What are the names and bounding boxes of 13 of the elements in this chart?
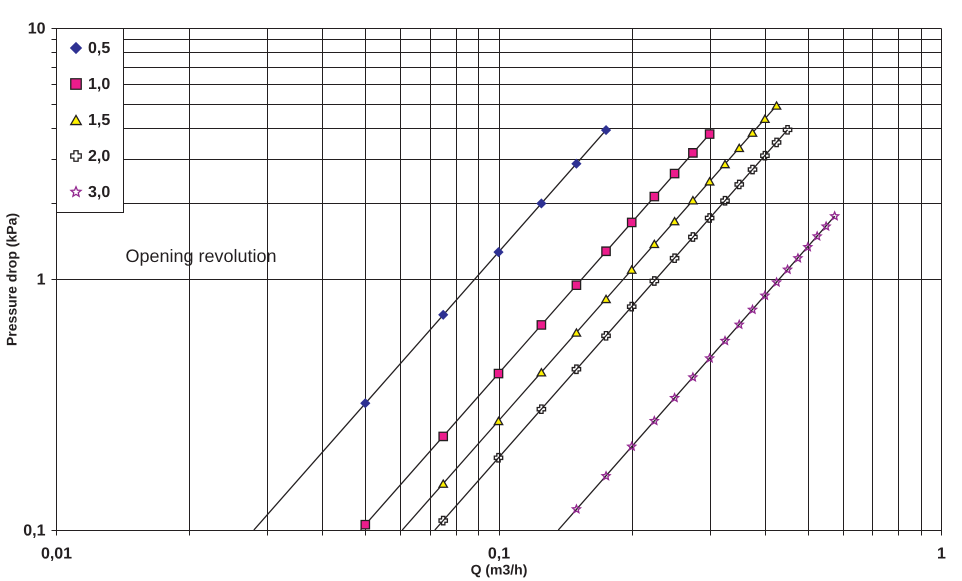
legend-label: 1,0 <box>88 76 110 93</box>
legend-label: 0,5 <box>88 40 110 57</box>
x-tick-label: 0,1 <box>488 546 510 562</box>
x-axis-title: Q (m3/h) <box>470 562 528 578</box>
legend-label: 1,5 <box>88 112 110 129</box>
y-tick-label: 1 <box>36 272 46 288</box>
y-axis-title: Pressure drop (kPa) <box>3 212 20 346</box>
legend-label: 3,0 <box>88 184 110 201</box>
y-tick-label: 10 <box>28 20 46 38</box>
x-tick-label: 1 <box>937 546 946 562</box>
legend-label: 2,0 <box>88 148 110 165</box>
x-tick-label: 0,01 <box>40 546 72 562</box>
y-tick-label: 0,1 <box>23 522 46 540</box>
